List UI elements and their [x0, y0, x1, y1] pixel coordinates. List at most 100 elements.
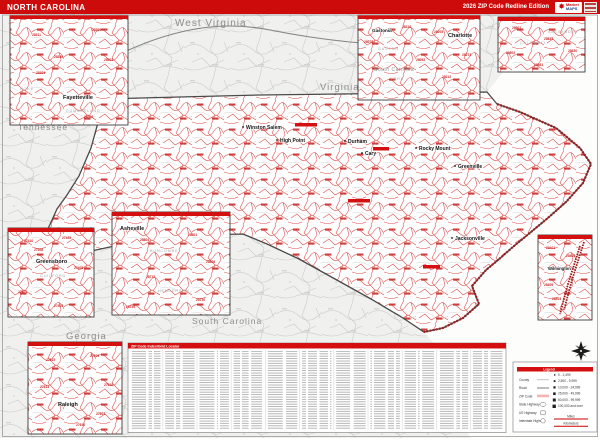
zip-label: 28730 [196, 298, 205, 302]
inset-locator-bar [423, 265, 440, 269]
county-label: CALDWELL [520, 41, 547, 45]
zip-label: 27613 [40, 385, 49, 389]
zip-label: 28348 [54, 55, 63, 59]
inset-locator-bar [295, 123, 317, 127]
inset-state-label: South Carolina [374, 67, 414, 73]
zip-label: 28602 [506, 51, 515, 55]
atlantic-ocean [424, 14, 600, 438]
inset-city-label: Wilmington [548, 266, 571, 271]
inset-city-label: Raleigh [58, 402, 79, 408]
zip-label: 28403 [552, 297, 561, 301]
city-label-winston-salem: Winston Salem [246, 125, 282, 131]
inset-greensboro: Greensboro GUILFORD 27410 27455 27408 27… [7, 227, 95, 318]
inset-city-label: Charlotte [448, 33, 472, 39]
legend-pop-class: 100,000 and over [558, 404, 584, 408]
zip-label: 28311 [32, 33, 41, 37]
county-label: GASTON [378, 47, 399, 51]
county-label: ALEXANDER [548, 30, 578, 34]
inset-locator-bar [348, 199, 370, 203]
legend-pop-class: 50,000 - 99,999 [558, 398, 581, 402]
legend-item-us-highway: US Highway [519, 411, 537, 415]
city-label-high-point: High Point [280, 138, 305, 144]
city-label-cary: Cary [365, 151, 376, 157]
zip-label: 28273 [462, 53, 471, 57]
legend-item-zip-code: ZIP Code [519, 394, 533, 398]
zip-label: 27615 [46, 358, 55, 362]
main-city-labels: Winston Salem High Point Durham Cary Roc… [242, 125, 485, 242]
county-label: BUNCOMBE [150, 249, 178, 253]
brand-logo: ✸ Market MAPS [555, 1, 582, 13]
zip-label: 28739 [126, 305, 135, 309]
city-label-rocky-mount: Rocky Mount [419, 146, 451, 152]
inset-charlotte: Gastonia Charlotte GASTON YORK South Car… [357, 14, 481, 101]
legend-item-state-highway: State Highway [519, 403, 540, 407]
city-label-durham: Durham [348, 139, 367, 145]
zip-label: 27603 [96, 412, 105, 416]
zip-label: 28681 [534, 63, 543, 67]
state-label-west-virginia: West Virginia [175, 18, 247, 29]
county-label: GUILFORD [40, 274, 66, 278]
state-label-virginia: Virginia [320, 82, 360, 93]
zip-index-table: ZIP Code Index/Grid Locator [127, 342, 507, 433]
zip-label: 28304 [36, 71, 45, 75]
zip-label: 28601 [512, 26, 521, 30]
legend-item-road: Road [519, 386, 527, 390]
legend-item-county: County [519, 378, 530, 382]
zip-label: 27403 [54, 304, 63, 308]
logo-line1: Market [565, 1, 579, 7]
inset-raleigh: Raleigh 27615 27609 27616 27613 27610 27… [27, 341, 123, 435]
zip-label: 28205 [434, 30, 443, 34]
state-label-tennessee: Tennessee [18, 122, 68, 132]
logo-line2: MAPS [565, 6, 578, 11]
inset-city-label: Fayetteville [63, 95, 93, 101]
publisher-badge [584, 1, 597, 13]
legend-pop-class: 10,000 - 24,999 [558, 385, 581, 389]
zip-label: 28630 [568, 49, 577, 53]
inset-fayetteville: Fayetteville HOKE CUMBERLAND 28311 28303… [9, 14, 129, 126]
zip-label: 28804 [140, 238, 149, 242]
inset-city2-label: Gastonia [372, 28, 392, 33]
inset-asheville: Asheville BUNCOMBE HENDERSON 28804 28801… [111, 211, 231, 316]
inset-locator-bar [373, 147, 389, 151]
inset-city-label: Asheville [120, 226, 144, 232]
zip-label: 27406 [34, 248, 43, 252]
map-title: NORTH CAROLINA [7, 2, 86, 12]
zip-label: 28212 [442, 75, 451, 79]
county-label: YORK [390, 77, 404, 81]
compass-rose-icon [571, 341, 591, 361]
zip-label: 28306 [84, 115, 93, 119]
compass-logo-icon: ✸ [558, 2, 565, 11]
scale-kilometers-label: Kilometers [563, 422, 578, 426]
legend-item-interstate: Interstate Highway [519, 419, 546, 423]
zip-label: 28801 [188, 233, 197, 237]
zip-label: 28715 [146, 275, 155, 279]
legend: Legend County Road ZIP Code State Highwa… [512, 361, 598, 433]
zip-label: 27610 [76, 423, 85, 427]
scale-miles-label: Miles [567, 415, 575, 419]
legend-pop-class: 2,500 - 9,999 [558, 379, 577, 383]
county-label: CUMBERLAND [66, 109, 101, 113]
county-label: HENDERSON [158, 289, 189, 293]
zip-label: 28303 [92, 28, 101, 32]
zip-label: 27408 [74, 266, 83, 270]
zip-label: 28409 [544, 283, 553, 287]
map-area: West Virginia Virginia Tennessee Georgia… [0, 14, 600, 438]
legend-header: Legend [543, 367, 554, 371]
inset-wilmington: Wilmington 28401 28405 28403 28409 [537, 234, 593, 321]
map-frame [2, 14, 598, 437]
city-label-jacksonville: Jacksonville [455, 236, 485, 242]
county-label: HOKE [20, 87, 34, 91]
inset-hickory: ALEXANDER CALDWELL 28601 28645 28630 286… [497, 16, 586, 73]
zip-label: 28806 [206, 260, 215, 264]
city-label-greenville: Greenville [458, 164, 482, 170]
zip-label: 28078 [364, 40, 373, 44]
index-columns [131, 350, 503, 430]
zip-label: 28645 [544, 37, 553, 41]
zip-label: 28052 [416, 58, 425, 62]
legend-pop-class: 0 - 2,499 [558, 373, 571, 377]
zip-label: 28405 [566, 254, 575, 258]
zip-label: 27609 [90, 354, 99, 358]
wv-va-border [107, 25, 399, 61]
zip-label: 27455 [62, 236, 71, 240]
zip-label: 27616 [104, 383, 113, 387]
